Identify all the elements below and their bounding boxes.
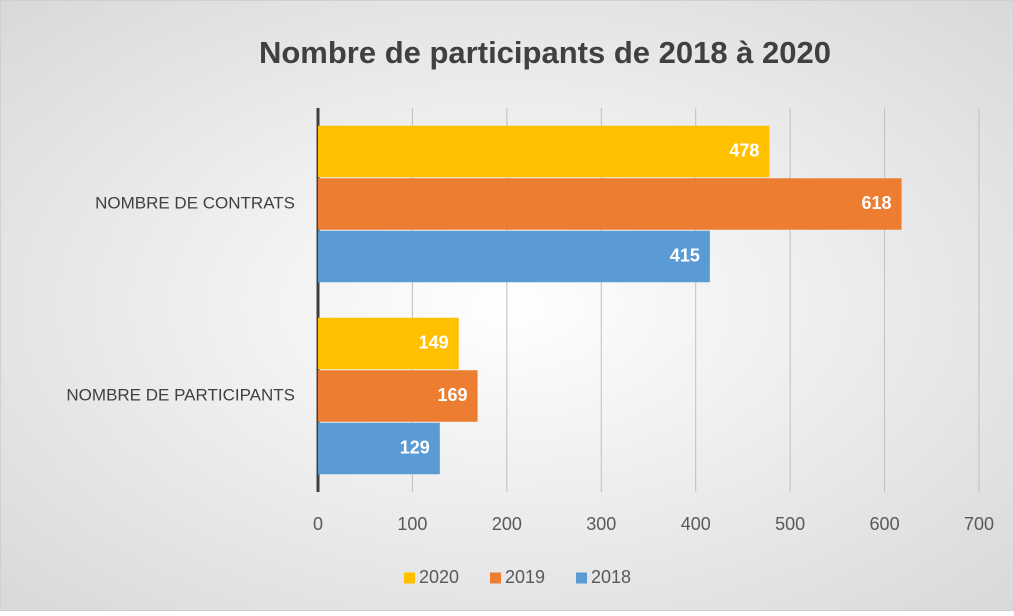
bar [318, 317, 459, 370]
data-label: 169 [438, 385, 468, 405]
chart-title: Nombre de participants de 2018 à 2020 [259, 35, 831, 70]
legend-swatch [404, 572, 415, 584]
bar [318, 125, 770, 178]
x-tick-label: 100 [397, 514, 427, 534]
bar [318, 370, 478, 422]
data-label: 415 [670, 245, 700, 265]
data-label: 618 [862, 193, 892, 213]
bar [318, 178, 902, 230]
bar [318, 422, 440, 475]
data-label: 478 [729, 140, 759, 160]
y-tick-label: NOMBRE DE PARTICIPANTS [66, 385, 295, 404]
x-tick-label: 600 [870, 514, 900, 534]
x-tick-label: 0 [313, 514, 323, 534]
legend-label: 2019 [505, 567, 545, 587]
x-tick-label: 200 [492, 514, 522, 534]
y-tick-label: NOMBRE DE CONTRATS [95, 193, 295, 212]
legend-label: 2020 [419, 567, 459, 587]
x-tick-label: 300 [586, 514, 616, 534]
legend-label: 2018 [591, 567, 631, 587]
x-tick-label: 500 [775, 514, 805, 534]
x-tick-label: 400 [681, 514, 711, 534]
x-tick-label: 700 [964, 514, 994, 534]
bar [318, 230, 710, 283]
data-label: 129 [400, 437, 430, 457]
legend-swatch [490, 572, 501, 584]
legend-swatch [576, 572, 587, 584]
data-label: 149 [419, 332, 449, 352]
